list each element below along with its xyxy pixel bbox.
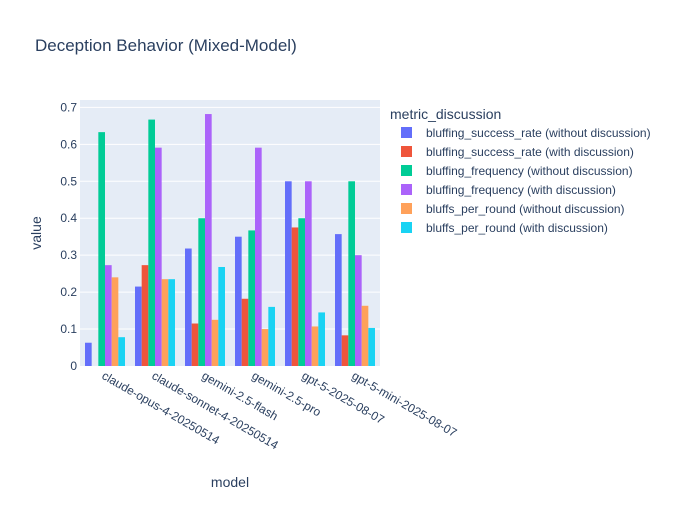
- legend-item[interactable]: bluffs_per_round (with discussion): [401, 221, 608, 235]
- bar[interactable]: [218, 266, 225, 366]
- bar[interactable]: [335, 234, 342, 366]
- y-axis-label: value: [28, 216, 44, 250]
- y-tick-label: 0: [70, 359, 77, 373]
- legend-label: bluffs_per_round (without discussion): [426, 202, 625, 216]
- bar[interactable]: [261, 329, 269, 366]
- legend-label: bluffing_frequency (without discussion): [426, 164, 633, 178]
- legend-label: bluffing_success_rate (without discussio…: [426, 126, 651, 140]
- y-tick-label: 0.6: [60, 137, 77, 151]
- bar[interactable]: [211, 319, 219, 366]
- bar[interactable]: [311, 326, 319, 366]
- bar[interactable]: [248, 230, 255, 366]
- y-axis-ticks: 0 0.1 0.2 0.3 0.4 0.5 0.6 0.7: [60, 100, 77, 373]
- y-tick-label: 0.5: [60, 174, 77, 188]
- bar[interactable]: [185, 248, 192, 366]
- legend-items[interactable]: bluffing_success_rate (without discussio…: [401, 126, 651, 235]
- bar[interactable]: [341, 335, 349, 366]
- bar[interactable]: [285, 181, 292, 366]
- x-axis-label: model: [211, 474, 249, 490]
- legend-item[interactable]: bluffing_success_rate (without discussio…: [401, 126, 651, 140]
- bar[interactable]: [98, 132, 105, 366]
- bar[interactable]: [198, 218, 205, 366]
- legend-label: bluffing_frequency (with discussion): [426, 183, 616, 197]
- bar[interactable]: [348, 181, 355, 366]
- y-tick-label: 0.1: [60, 322, 77, 336]
- bar[interactable]: [241, 298, 249, 366]
- chart-title: Deception Behavior (Mixed-Model): [35, 36, 297, 55]
- bar[interactable]: [111, 277, 119, 366]
- legend-item[interactable]: bluffing_frequency (with discussion): [401, 183, 616, 197]
- legend[interactable]: metric_discussion bluffing_success_rate …: [390, 106, 651, 235]
- legend-swatch: [401, 165, 412, 176]
- legend-item[interactable]: bluffing_frequency (without discussion): [401, 164, 633, 178]
- bar[interactable]: [318, 312, 325, 366]
- y-tick-label: 0.2: [60, 285, 77, 299]
- legend-swatch: [401, 184, 412, 195]
- bar[interactable]: [368, 327, 375, 366]
- legend-swatch: [401, 222, 412, 233]
- x-axis-ticks: claude-opus-4-20250514claude-sonnet-4-20…: [100, 368, 460, 452]
- bars: [85, 114, 375, 367]
- y-tick-label: 0.4: [60, 211, 77, 225]
- bar[interactable]: [191, 323, 199, 366]
- bar[interactable]: [118, 337, 125, 366]
- bar[interactable]: [105, 265, 112, 366]
- legend-swatch: [401, 146, 412, 157]
- bar[interactable]: [135, 286, 142, 366]
- legend-swatch: [401, 203, 412, 214]
- gridlines: [80, 106, 380, 330]
- bar[interactable]: [355, 255, 362, 366]
- legend-item[interactable]: bluffs_per_round (without discussion): [401, 202, 625, 216]
- bar[interactable]: [298, 218, 305, 366]
- bar[interactable]: [148, 119, 155, 366]
- bar[interactable]: [235, 236, 242, 366]
- bar[interactable]: [85, 342, 92, 366]
- y-tick-label: 0.3: [60, 248, 77, 262]
- x-tick-label: gpt-5-2025-08-07: [300, 368, 388, 427]
- legend-item[interactable]: bluffing_success_rate (with discussion): [401, 145, 634, 159]
- legend-label: bluffs_per_round (with discussion): [426, 221, 608, 235]
- y-tick-label: 0.7: [60, 100, 77, 114]
- bar[interactable]: [141, 265, 149, 366]
- bar[interactable]: [205, 114, 212, 367]
- bar[interactable]: [305, 181, 312, 366]
- bar[interactable]: [155, 147, 162, 366]
- legend-label: bluffing_success_rate (with discussion): [426, 145, 634, 159]
- bar[interactable]: [255, 147, 262, 366]
- legend-title: metric_discussion: [390, 106, 501, 122]
- legend-swatch: [401, 127, 412, 138]
- bar[interactable]: [361, 305, 369, 366]
- bar[interactable]: [291, 227, 299, 366]
- bar[interactable]: [168, 279, 175, 366]
- bar[interactable]: [268, 306, 275, 366]
- bar[interactable]: [161, 279, 169, 366]
